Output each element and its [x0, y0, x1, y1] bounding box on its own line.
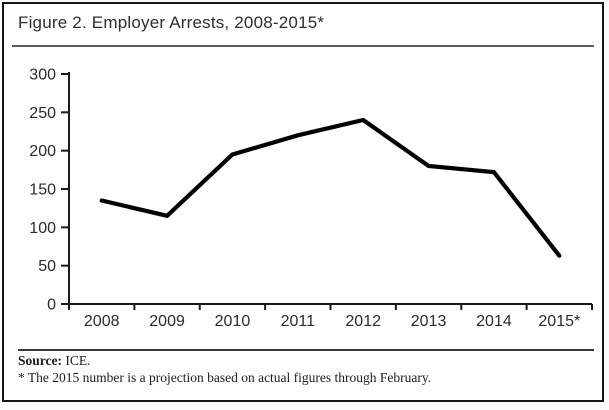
y-axis-tick-label: 250 — [29, 105, 56, 122]
x-axis-tick-label: 2010 — [215, 313, 251, 330]
x-axis-tick-label: 2014 — [476, 313, 512, 330]
source-label: Source: — [18, 353, 62, 368]
y-axis-tick-label: 100 — [29, 220, 56, 237]
source-line: Source: ICE. — [18, 353, 91, 369]
title-divider — [12, 45, 594, 47]
source-value: ICE. — [65, 353, 91, 368]
y-axis-tick-label: 50 — [38, 258, 56, 275]
x-axis-tick-label: 2008 — [84, 313, 120, 330]
x-axis-tick-label: 2011 — [281, 313, 316, 330]
y-axis-tick-label: 0 — [47, 297, 56, 314]
x-axis-tick-label: 2015* — [538, 313, 580, 330]
footer-divider — [18, 349, 594, 351]
y-axis-tick-label: 200 — [29, 143, 56, 160]
x-axis-tick-label: 2009 — [149, 313, 185, 330]
figure-frame: Figure 2. Employer Arrests, 2008-2015* 0… — [2, 2, 604, 402]
y-axis-tick-label: 300 — [29, 67, 56, 84]
x-axis-tick-label: 2013 — [411, 313, 447, 330]
y-axis-tick-label: 150 — [29, 182, 56, 199]
data-series-line — [99, 117, 562, 258]
footnote: * The 2015 number is a projection based … — [18, 370, 432, 385]
x-axis-tick-label: 2012 — [345, 313, 381, 330]
employer-arrests-line-chart: 0 50 100 150 200 250 300 2008 2009 2010 2011 2012 20… — [29, 67, 593, 330]
figure-title: Figure 2. Employer Arrests, 2008-2015* — [18, 13, 325, 32]
